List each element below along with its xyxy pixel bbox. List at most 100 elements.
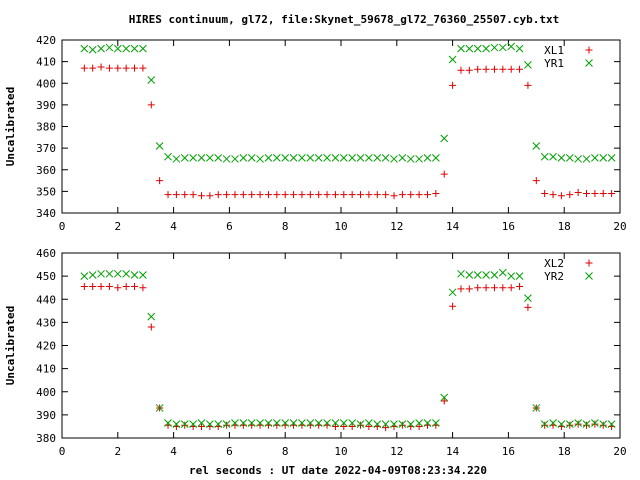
data-point: [181, 191, 189, 199]
data-point: [565, 154, 574, 162]
data-point: [139, 64, 147, 72]
x-tick-label: 20: [613, 220, 626, 233]
legend-label: YR1: [544, 57, 564, 70]
data-point: [281, 191, 289, 199]
data-point: [398, 154, 407, 162]
data-point: [465, 285, 473, 293]
data-point: [465, 271, 474, 279]
data-point: [382, 191, 390, 199]
data-point: [89, 64, 97, 72]
data-point: [198, 422, 205, 430]
data-point: [239, 419, 248, 427]
data-point: [515, 44, 524, 53]
data-point: [122, 283, 130, 291]
data-point: [155, 142, 164, 150]
legend-marker: [585, 46, 593, 54]
data-point: [315, 191, 323, 199]
x-tick-label: 6: [226, 445, 233, 458]
data-point: [122, 269, 131, 278]
data-point: [482, 284, 490, 292]
data-point: [549, 152, 557, 161]
data-point: [490, 43, 499, 52]
y-axis-label: Uncalibrated: [4, 306, 17, 385]
data-point: [498, 43, 507, 52]
x-tick-label: 16: [502, 220, 515, 233]
data-point: [147, 312, 156, 321]
data-point: [156, 177, 164, 185]
y-tick-label: 390: [36, 99, 56, 112]
data-point: [582, 155, 591, 163]
data-point: [298, 419, 306, 427]
data-point: [105, 269, 114, 278]
data-point: [524, 81, 532, 89]
y-tick-label: 360: [36, 164, 56, 177]
series-yr1: [80, 42, 616, 163]
data-point: [507, 284, 515, 292]
data-point: [499, 65, 507, 73]
x-tick-label: 20: [613, 445, 626, 458]
data-point: [122, 44, 131, 53]
data-point: [197, 419, 206, 427]
data-point: [97, 63, 105, 71]
data-point: [549, 419, 557, 427]
y-tick-label: 430: [36, 316, 56, 329]
data-point: [608, 190, 616, 198]
data-point: [331, 422, 339, 430]
data-point: [97, 44, 105, 53]
series-xl1: [80, 63, 616, 200]
lower-plot-panel: 380 390 400 410 420 430 440 450 460 0 2 4 6 8 10 12 14 16…: [4, 247, 627, 458]
data-point: [448, 288, 457, 297]
legend-marker: [585, 272, 593, 280]
data-point: [256, 155, 264, 163]
data-point: [97, 269, 105, 278]
data-point: [239, 191, 247, 199]
data-point: [540, 420, 549, 428]
data-point: [172, 420, 181, 428]
data-point: [532, 177, 540, 185]
data-point: [114, 64, 122, 72]
data-point: [272, 154, 281, 162]
x-tick-label: 4: [170, 445, 177, 458]
data-point: [390, 420, 398, 428]
data-point: [465, 66, 473, 74]
data-point: [206, 154, 214, 162]
data-point: [524, 61, 532, 69]
data-point: [164, 191, 172, 199]
data-point: [306, 419, 315, 427]
data-point: [222, 155, 231, 163]
x-tick-label: 16: [502, 445, 515, 458]
data-point: [348, 419, 357, 427]
data-point: [164, 152, 172, 161]
data-point: [490, 271, 499, 279]
data-point: [88, 271, 97, 279]
data-point: [239, 154, 248, 162]
data-point: [599, 154, 608, 162]
y-tick-label: 340: [36, 207, 56, 220]
x-axis-label: rel seconds : UT date 2022-04-09T08:23:3…: [189, 464, 487, 477]
data-point: [406, 420, 415, 428]
data-point: [80, 272, 89, 280]
data-point: [473, 271, 482, 279]
data-point: [105, 64, 113, 72]
data-point: [139, 271, 147, 279]
data-point: [272, 419, 281, 427]
data-point: [591, 419, 599, 427]
data-point: [365, 191, 373, 199]
data-point: [574, 188, 582, 196]
data-point: [507, 42, 516, 51]
data-point: [256, 191, 264, 199]
data-point: [507, 272, 516, 280]
data-point: [599, 421, 607, 429]
data-point: [432, 190, 440, 198]
data-point: [423, 191, 431, 199]
y-tick-label: 390: [36, 409, 56, 422]
data-point: [122, 64, 130, 72]
y-tick-label: 380: [36, 121, 56, 134]
data-point: [440, 170, 448, 178]
data-point: [147, 323, 155, 331]
data-point: [607, 420, 616, 428]
data-point: [532, 142, 541, 150]
y-axis-label: Uncalibrated: [4, 87, 17, 166]
data-point: [105, 43, 114, 52]
data-point: [498, 268, 507, 277]
